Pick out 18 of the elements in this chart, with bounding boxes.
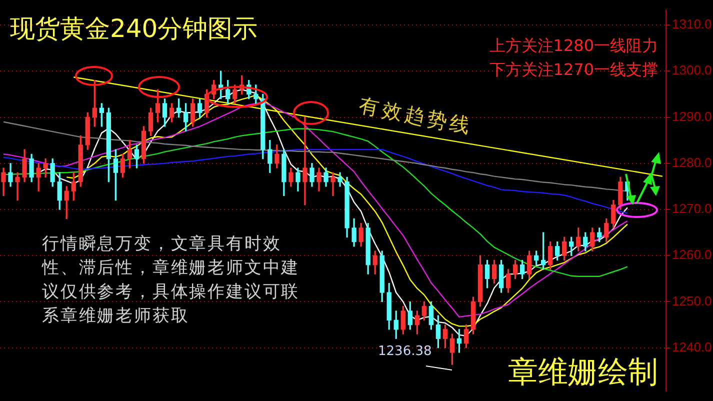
y-tick-label: 1250.0 xyxy=(672,293,712,308)
y-tick-label: 1240.0 xyxy=(672,339,712,354)
annotation: 上方关注1280一线阻力 xyxy=(489,36,658,57)
annotation: 下方关注1270一线支撑 xyxy=(489,60,658,81)
y-tick-label: 1260.0 xyxy=(672,247,712,262)
y-tick-label: 1290.0 xyxy=(672,108,712,124)
y-tick-label: 1310.0 xyxy=(672,16,712,32)
annotation: 章维姗绘制 xyxy=(508,354,658,392)
annotation: 有效趋势线 xyxy=(356,92,475,140)
y-tick-label: 1280.0 xyxy=(672,154,712,170)
y-tick-label: 1270.0 xyxy=(672,201,712,216)
annotation: 1236.38 xyxy=(378,344,432,359)
annotation: 行情瞬息万变，文章具有时效性、滞后性，章维姗老师文中建议仅供参考，具体操作建议可联系章维姗老师获取 xyxy=(42,233,301,328)
candlestick xyxy=(330,172,336,196)
chart-title: 现货黄金240分钟图示 xyxy=(10,13,258,45)
candlestick xyxy=(302,116,308,206)
y-tick-label: 1300.0 xyxy=(672,62,712,78)
candlestick xyxy=(15,172,20,201)
